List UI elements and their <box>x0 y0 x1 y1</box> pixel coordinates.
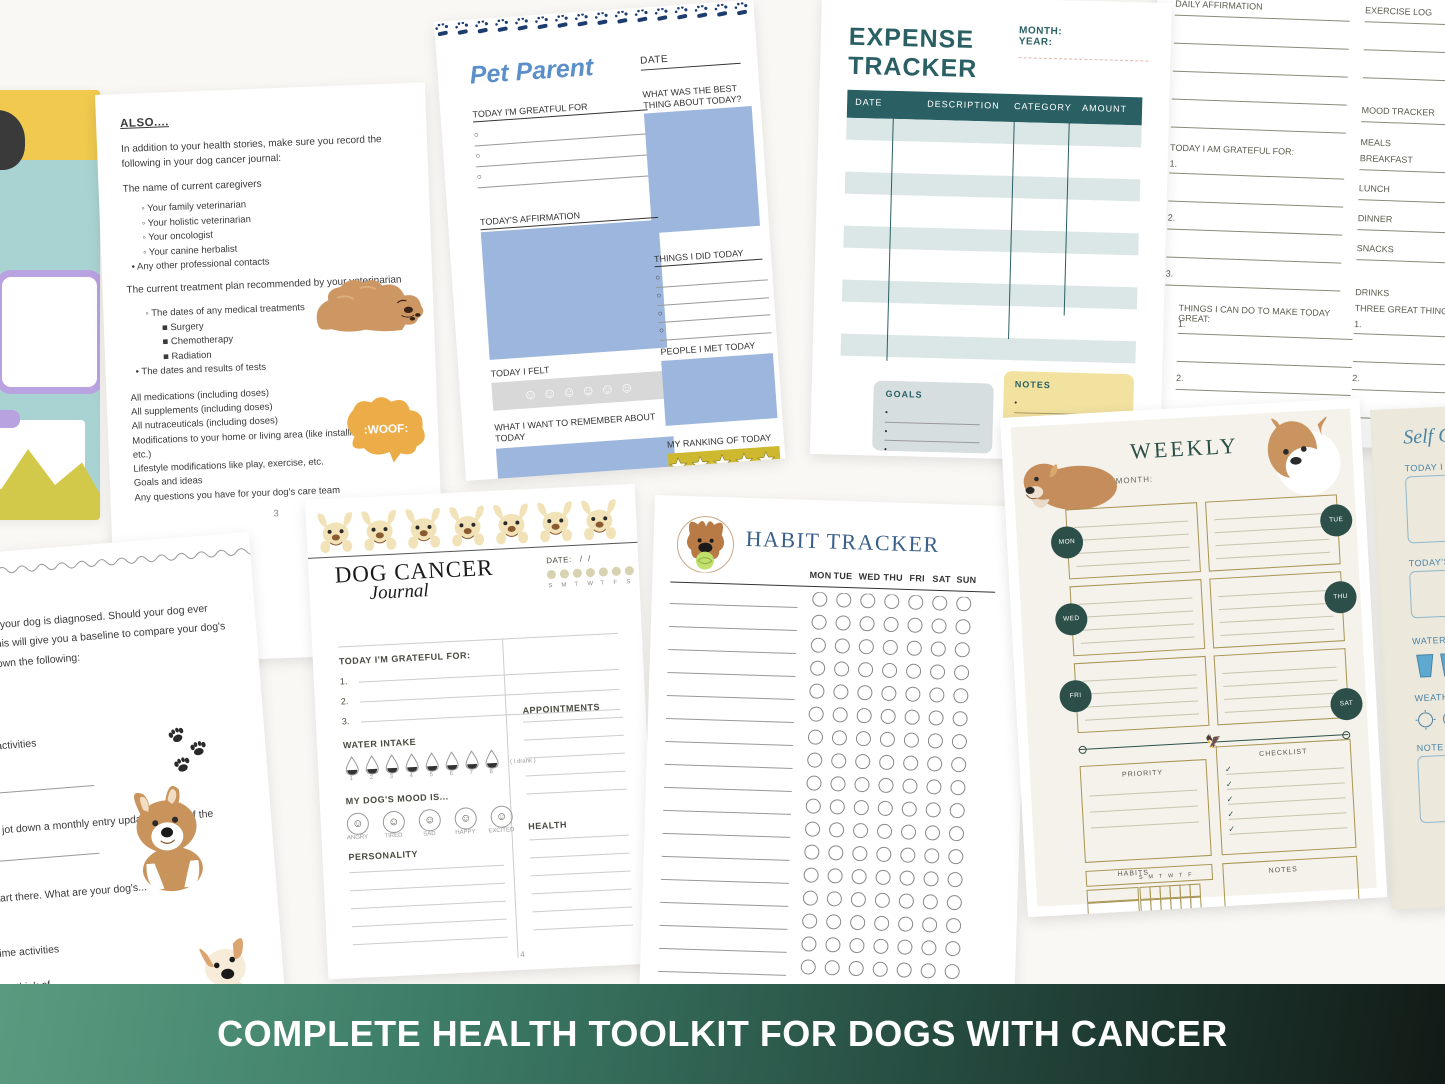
svg-text::WOOF:: :WOOF: <box>363 421 408 437</box>
